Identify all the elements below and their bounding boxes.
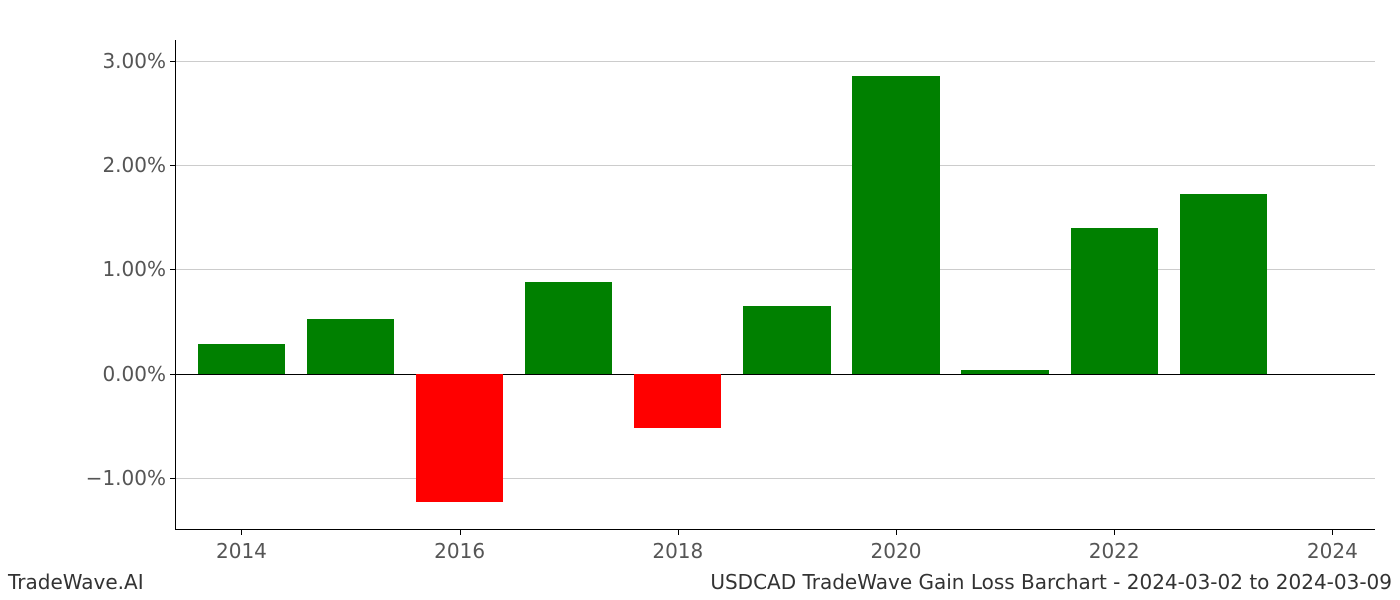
x-tick-label: 2018 xyxy=(652,529,703,563)
y-tick-label: 1.00% xyxy=(102,257,176,281)
x-tick-label: 2020 xyxy=(871,529,922,563)
bar xyxy=(634,374,721,428)
footer-brand: TradeWave.AI xyxy=(8,570,144,594)
x-tick-label: 2014 xyxy=(216,529,267,563)
grid-line xyxy=(176,374,1375,375)
bar xyxy=(1071,228,1158,374)
gain-loss-barchart: −1.00% 0.00% 1.00% 2.00% 3.00% 2014 2016 2018 20… xyxy=(0,0,1400,600)
grid-line xyxy=(176,165,1375,166)
x-tick-label: 2016 xyxy=(434,529,485,563)
grid-line xyxy=(176,61,1375,62)
x-tick-label: 2022 xyxy=(1089,529,1140,563)
bar xyxy=(961,370,1048,373)
y-tick-label: 0.00% xyxy=(102,362,176,386)
y-tick-label: 2.00% xyxy=(102,153,176,177)
footer-caption: USDCAD TradeWave Gain Loss Barchart - 20… xyxy=(710,570,1392,594)
bar xyxy=(1180,194,1267,373)
plot-area: −1.00%0.00%1.00%2.00%3.00%20142016201820… xyxy=(175,40,1375,530)
x-tick-label: 2024 xyxy=(1307,529,1358,563)
bar xyxy=(198,344,285,373)
bar xyxy=(852,76,939,373)
bar xyxy=(743,306,830,374)
grid-line xyxy=(176,478,1375,479)
bar xyxy=(307,319,394,373)
bar xyxy=(525,282,612,374)
y-tick-label: −1.00% xyxy=(86,466,176,490)
y-tick-label: 3.00% xyxy=(102,49,176,73)
bar xyxy=(416,374,503,502)
